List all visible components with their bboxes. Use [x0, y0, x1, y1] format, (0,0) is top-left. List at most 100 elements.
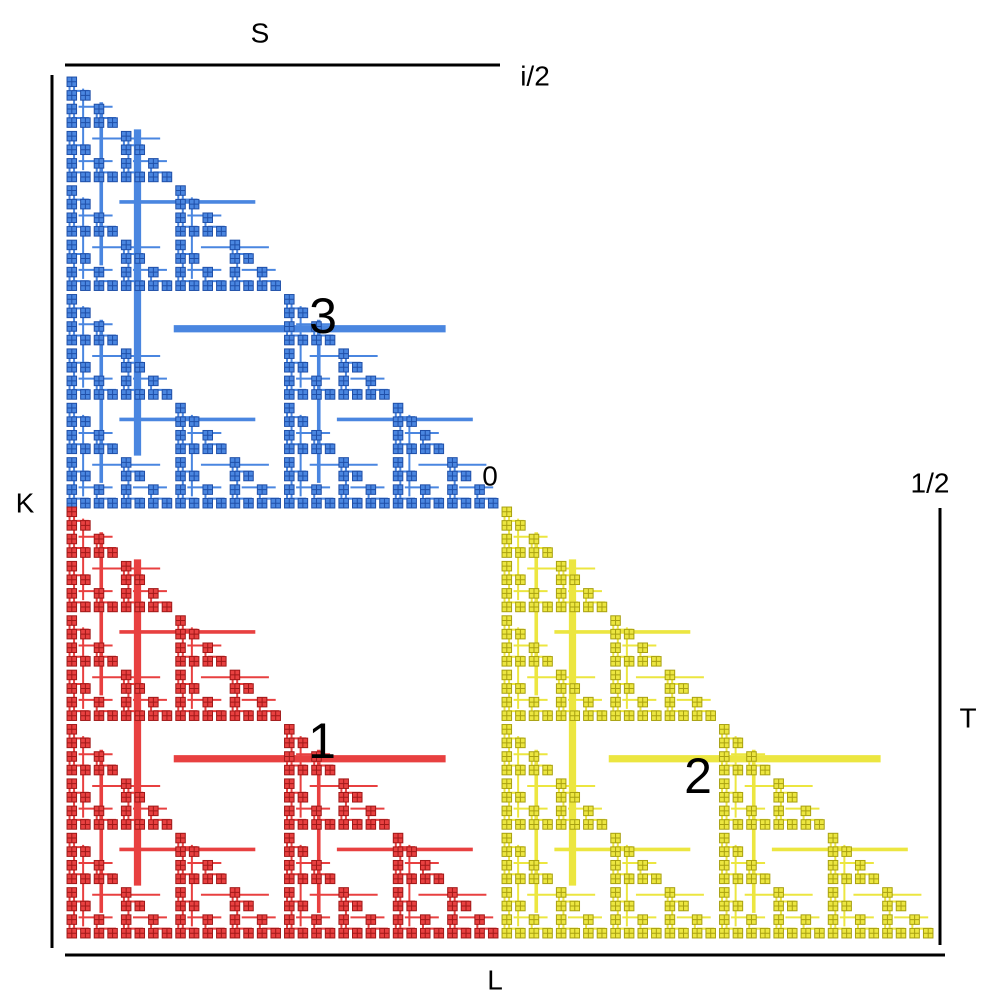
fractal-stroke: [189, 629, 199, 639]
fractal-stroke: [311, 928, 322, 938]
fractal-stroke: [67, 267, 77, 277]
fractal-stroke: [298, 792, 308, 803]
fractal-stroke: [529, 914, 539, 925]
fractal-stroke: [107, 547, 118, 558]
fractal-stroke: [556, 697, 566, 707]
fractal-stroke: [515, 629, 526, 639]
fractal-stroke: [692, 914, 702, 925]
fractal-stroke: [461, 498, 471, 508]
fractal-stroke: [284, 901, 295, 911]
fractal-stroke: [67, 901, 77, 911]
fractal-stroke: [502, 575, 512, 585]
fractal-stroke: [882, 901, 893, 911]
fractal-stroke: [148, 484, 159, 495]
fractal-stroke: [216, 874, 227, 884]
fractal-stroke: [284, 928, 295, 938]
fractal-stroke: [828, 833, 838, 843]
fractal-stroke: [80, 928, 91, 938]
fractal-stroke: [665, 914, 675, 925]
fractal-stroke: [284, 308, 295, 318]
fractal-stroke: [502, 901, 512, 911]
fractal-stroke: [121, 457, 131, 468]
fractal-stroke: [80, 656, 91, 667]
fractal-stroke: [352, 901, 363, 911]
fractal-stroke: [461, 901, 471, 911]
fractal-stroke: [67, 520, 77, 531]
fractal-stroke: [94, 860, 104, 870]
fractal-stroke: [67, 484, 77, 495]
fractal-stroke: [162, 602, 172, 612]
fractal-stroke: [107, 117, 118, 128]
fractal-stroke: [67, 860, 77, 870]
fractal-stroke: [502, 602, 512, 612]
fractal-stroke: [67, 642, 77, 653]
fractal-stroke: [556, 778, 566, 789]
fractal-stroke: [406, 471, 417, 481]
fractal-stroke: [338, 498, 349, 508]
fractal-stroke: [624, 710, 634, 721]
fractal-stroke: [502, 656, 512, 667]
fractal-stroke: [230, 457, 240, 468]
fractal-stroke: [80, 738, 91, 748]
fractal-stroke: [216, 226, 227, 237]
fractal-stroke: [447, 484, 458, 495]
fractal-stroke: [230, 253, 240, 264]
fractal-stroke: [121, 575, 131, 585]
fractal-stroke: [175, 444, 186, 454]
fractal-stroke: [651, 656, 662, 667]
fractal-stroke: [542, 874, 553, 884]
fractal-stroke: [80, 471, 91, 481]
fractal-stroke: [719, 887, 730, 898]
fractal-stroke: [67, 457, 77, 468]
fractal-stroke: [67, 321, 77, 332]
fractal-stroke: [637, 928, 648, 938]
fractal-stroke: [719, 806, 730, 816]
fractal-stroke: [733, 874, 743, 884]
fractal-stroke: [175, 629, 186, 639]
fractal-stroke: [121, 498, 131, 508]
fractal-stroke: [67, 362, 77, 373]
fractal-stroke: [135, 901, 145, 911]
fractal-stroke: [67, 615, 77, 626]
fractal-stroke: [107, 656, 118, 667]
fractal-stroke: [719, 724, 730, 735]
fractal-stroke: [311, 819, 322, 830]
fractal-stroke: [175, 656, 186, 667]
fractal-stroke: [121, 240, 131, 250]
fractal-stroke: [366, 928, 376, 938]
fractal-stroke: [94, 104, 104, 114]
fractal-stroke: [175, 833, 186, 843]
fractal-stroke: [80, 846, 91, 857]
region-label: 3: [309, 288, 337, 344]
fractal-stroke: [298, 819, 308, 830]
fractal-stroke: [393, 901, 403, 911]
fractal-stroke: [107, 172, 118, 182]
fractal-stroke: [502, 724, 512, 735]
fractal-stroke: [855, 914, 865, 925]
fractal-stroke: [352, 389, 363, 400]
fractal-stroke: [189, 710, 199, 721]
fractal-stroke: [311, 444, 322, 454]
fractal-stroke: [284, 724, 295, 735]
fractal-stroke: [80, 199, 91, 209]
label-s: S: [251, 17, 270, 48]
fractal-stroke: [175, 185, 186, 196]
fractal-stroke: [502, 588, 512, 599]
fractal-stroke: [610, 928, 621, 938]
fractal-stroke: [189, 226, 199, 237]
fractal-stroke: [393, 498, 403, 508]
fractal-stroke: [162, 280, 172, 291]
fractal-stroke: [447, 914, 458, 925]
fractal-stroke: [542, 928, 553, 938]
fractal-stroke: [107, 389, 118, 400]
fractal-stroke: [298, 471, 308, 481]
fractal-stroke: [121, 683, 131, 694]
fractal-stroke: [80, 362, 91, 373]
fractal-stroke: [148, 389, 159, 400]
fractal-stroke: [338, 887, 349, 898]
fractal-stroke: [67, 77, 77, 87]
fractal-stroke: [502, 819, 512, 830]
fractal-stroke: [67, 280, 77, 291]
fractal-stroke: [624, 928, 634, 938]
fractal-stroke: [67, 887, 77, 898]
